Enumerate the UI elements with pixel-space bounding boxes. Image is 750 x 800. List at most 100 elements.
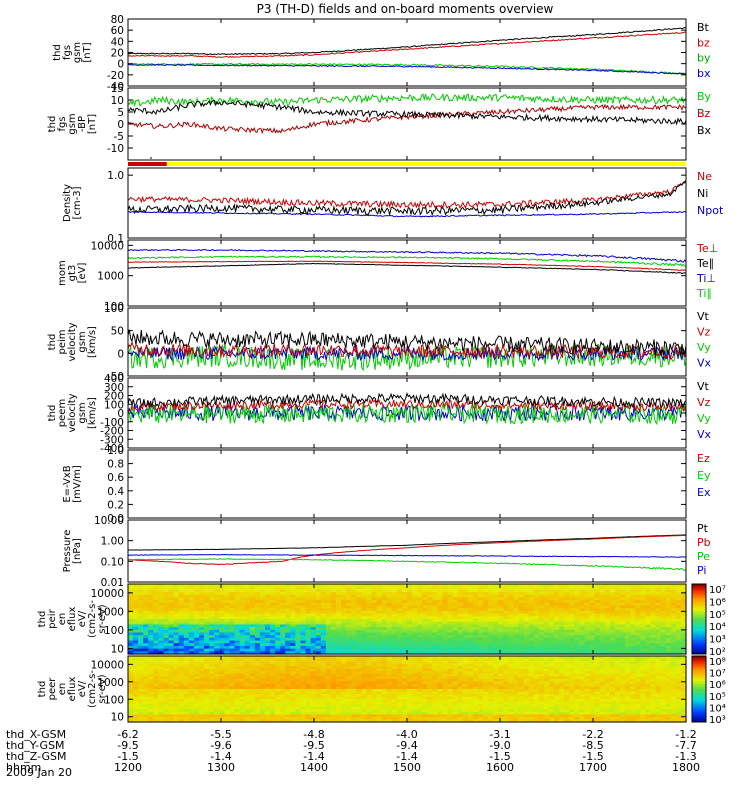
heatmap-cell: [488, 629, 494, 634]
heatmap-cell: [320, 709, 327, 713]
heatmap-cell: [584, 610, 591, 615]
heatmap-cell: [549, 621, 555, 625]
heatmap-cell: [452, 671, 459, 675]
heatmap-cell: [640, 592, 647, 596]
heatmap-cell: [437, 602, 444, 607]
heatmap-cell: [148, 673, 154, 677]
heatmap-cell: [351, 602, 357, 607]
heatmap-cell: [143, 613, 149, 617]
heatmap-cell: [148, 671, 154, 675]
heatmap-cell: [589, 635, 596, 639]
heatmap-cell: [422, 683, 428, 688]
heatmap-cell: [401, 648, 408, 652]
heatmap-cell: [224, 696, 231, 700]
heatmap-cell: [229, 640, 236, 644]
heatmap-cell: [351, 691, 357, 695]
legend-entry: Bt: [697, 21, 710, 34]
heatmap-cell: [219, 656, 225, 660]
heatmap-cell: [143, 704, 149, 708]
heatmap-cell: [356, 613, 362, 617]
heatmap-cell: [219, 624, 225, 628]
heatmap-cell: [559, 619, 565, 623]
heatmap-cell: [604, 608, 611, 612]
heatmap-cell: [264, 608, 271, 612]
heatmap-cell: [280, 594, 286, 599]
heatmap-cell: [422, 681, 428, 685]
heatmap-cell: [199, 711, 205, 715]
heatmap-cell: [280, 608, 286, 612]
heatmap-cell: [325, 691, 332, 695]
heatmap-cell: [503, 600, 510, 604]
heatmap-cell: [483, 610, 489, 615]
heatmap-cell: [305, 691, 312, 695]
heatmap-cell: [670, 651, 677, 655]
heatmap-cell: [452, 602, 459, 607]
heatmap-cell: [270, 671, 276, 675]
heatmap-cell: [630, 635, 636, 639]
heatmap-cell: [128, 656, 134, 660]
heatmap-cell: [158, 613, 165, 617]
heatmap-cell: [148, 668, 154, 672]
heatmap-cell: [204, 600, 210, 604]
heatmap-cell: [574, 616, 581, 620]
heatmap-cell: [381, 608, 388, 612]
heatmap-cell: [290, 676, 296, 680]
heatmap-cell: [564, 602, 570, 607]
heatmap-cell: [285, 600, 291, 604]
colorbar-step: [692, 624, 706, 627]
panel-frame: [127, 449, 687, 519]
heatmap-cell: [249, 691, 256, 695]
heatmap-cell: [614, 629, 621, 634]
heatmap-cell: [650, 648, 657, 652]
heatmap-cell: [183, 716, 190, 721]
heatmap-cell: [620, 605, 626, 609]
heatmap-cell: [280, 714, 286, 718]
heatmap-cell: [346, 714, 352, 718]
heatmap-cell: [204, 645, 210, 650]
y-axis-label-line: [nT]: [82, 42, 93, 62]
heatmap-cell: [625, 629, 631, 634]
y-axis-label-line: [mV/m]: [72, 465, 83, 503]
heatmap-cell: [381, 645, 388, 650]
heatmap-cell: [412, 610, 418, 615]
heatmap-cell: [386, 584, 393, 588]
heatmap-cell: [478, 648, 484, 652]
heatmap-cell: [300, 605, 307, 609]
heatmap-cell: [295, 635, 302, 639]
heatmap-cell: [589, 621, 596, 625]
heatmap-cell: [437, 701, 444, 705]
heatmap-cell: [670, 645, 677, 650]
heatmap-cell: [219, 627, 225, 631]
heatmap-cell: [138, 651, 144, 655]
heatmap-cell: [614, 645, 621, 650]
heatmap-cell: [214, 610, 220, 615]
y-axis-label-line: [km/s]: [87, 326, 98, 358]
heatmap-cell: [143, 602, 149, 607]
heatmap-cell: [396, 686, 403, 690]
heatmap-cell: [457, 640, 464, 644]
heatmap-cell: [640, 651, 647, 655]
heatmap-cell: [412, 663, 418, 667]
heatmap-cell: [270, 629, 276, 634]
heatmap-cell: [280, 666, 286, 670]
heatmap-cell: [564, 640, 570, 644]
heatmap-cell: [325, 651, 332, 655]
heatmap-cell: [346, 686, 352, 690]
heatmap-cell: [442, 661, 449, 665]
heatmap-cell: [538, 643, 545, 647]
heatmap-cell: [508, 643, 515, 647]
y-ticks: 1.00.1: [107, 170, 686, 245]
heatmap-cell: [366, 676, 373, 680]
heatmap-cell: [366, 608, 373, 612]
heatmap-cell: [168, 589, 175, 593]
heatmap-cell: [584, 632, 591, 636]
heatmap-cell: [549, 594, 555, 599]
heatmap-cell: [407, 689, 413, 693]
heatmap-cell: [290, 610, 296, 615]
heatmap-cell: [249, 704, 256, 708]
heatmap-cell: [138, 681, 144, 685]
heatmap-cell: [407, 706, 413, 710]
heatmap-cell: [305, 683, 312, 688]
heatmap-cell: [391, 709, 398, 713]
